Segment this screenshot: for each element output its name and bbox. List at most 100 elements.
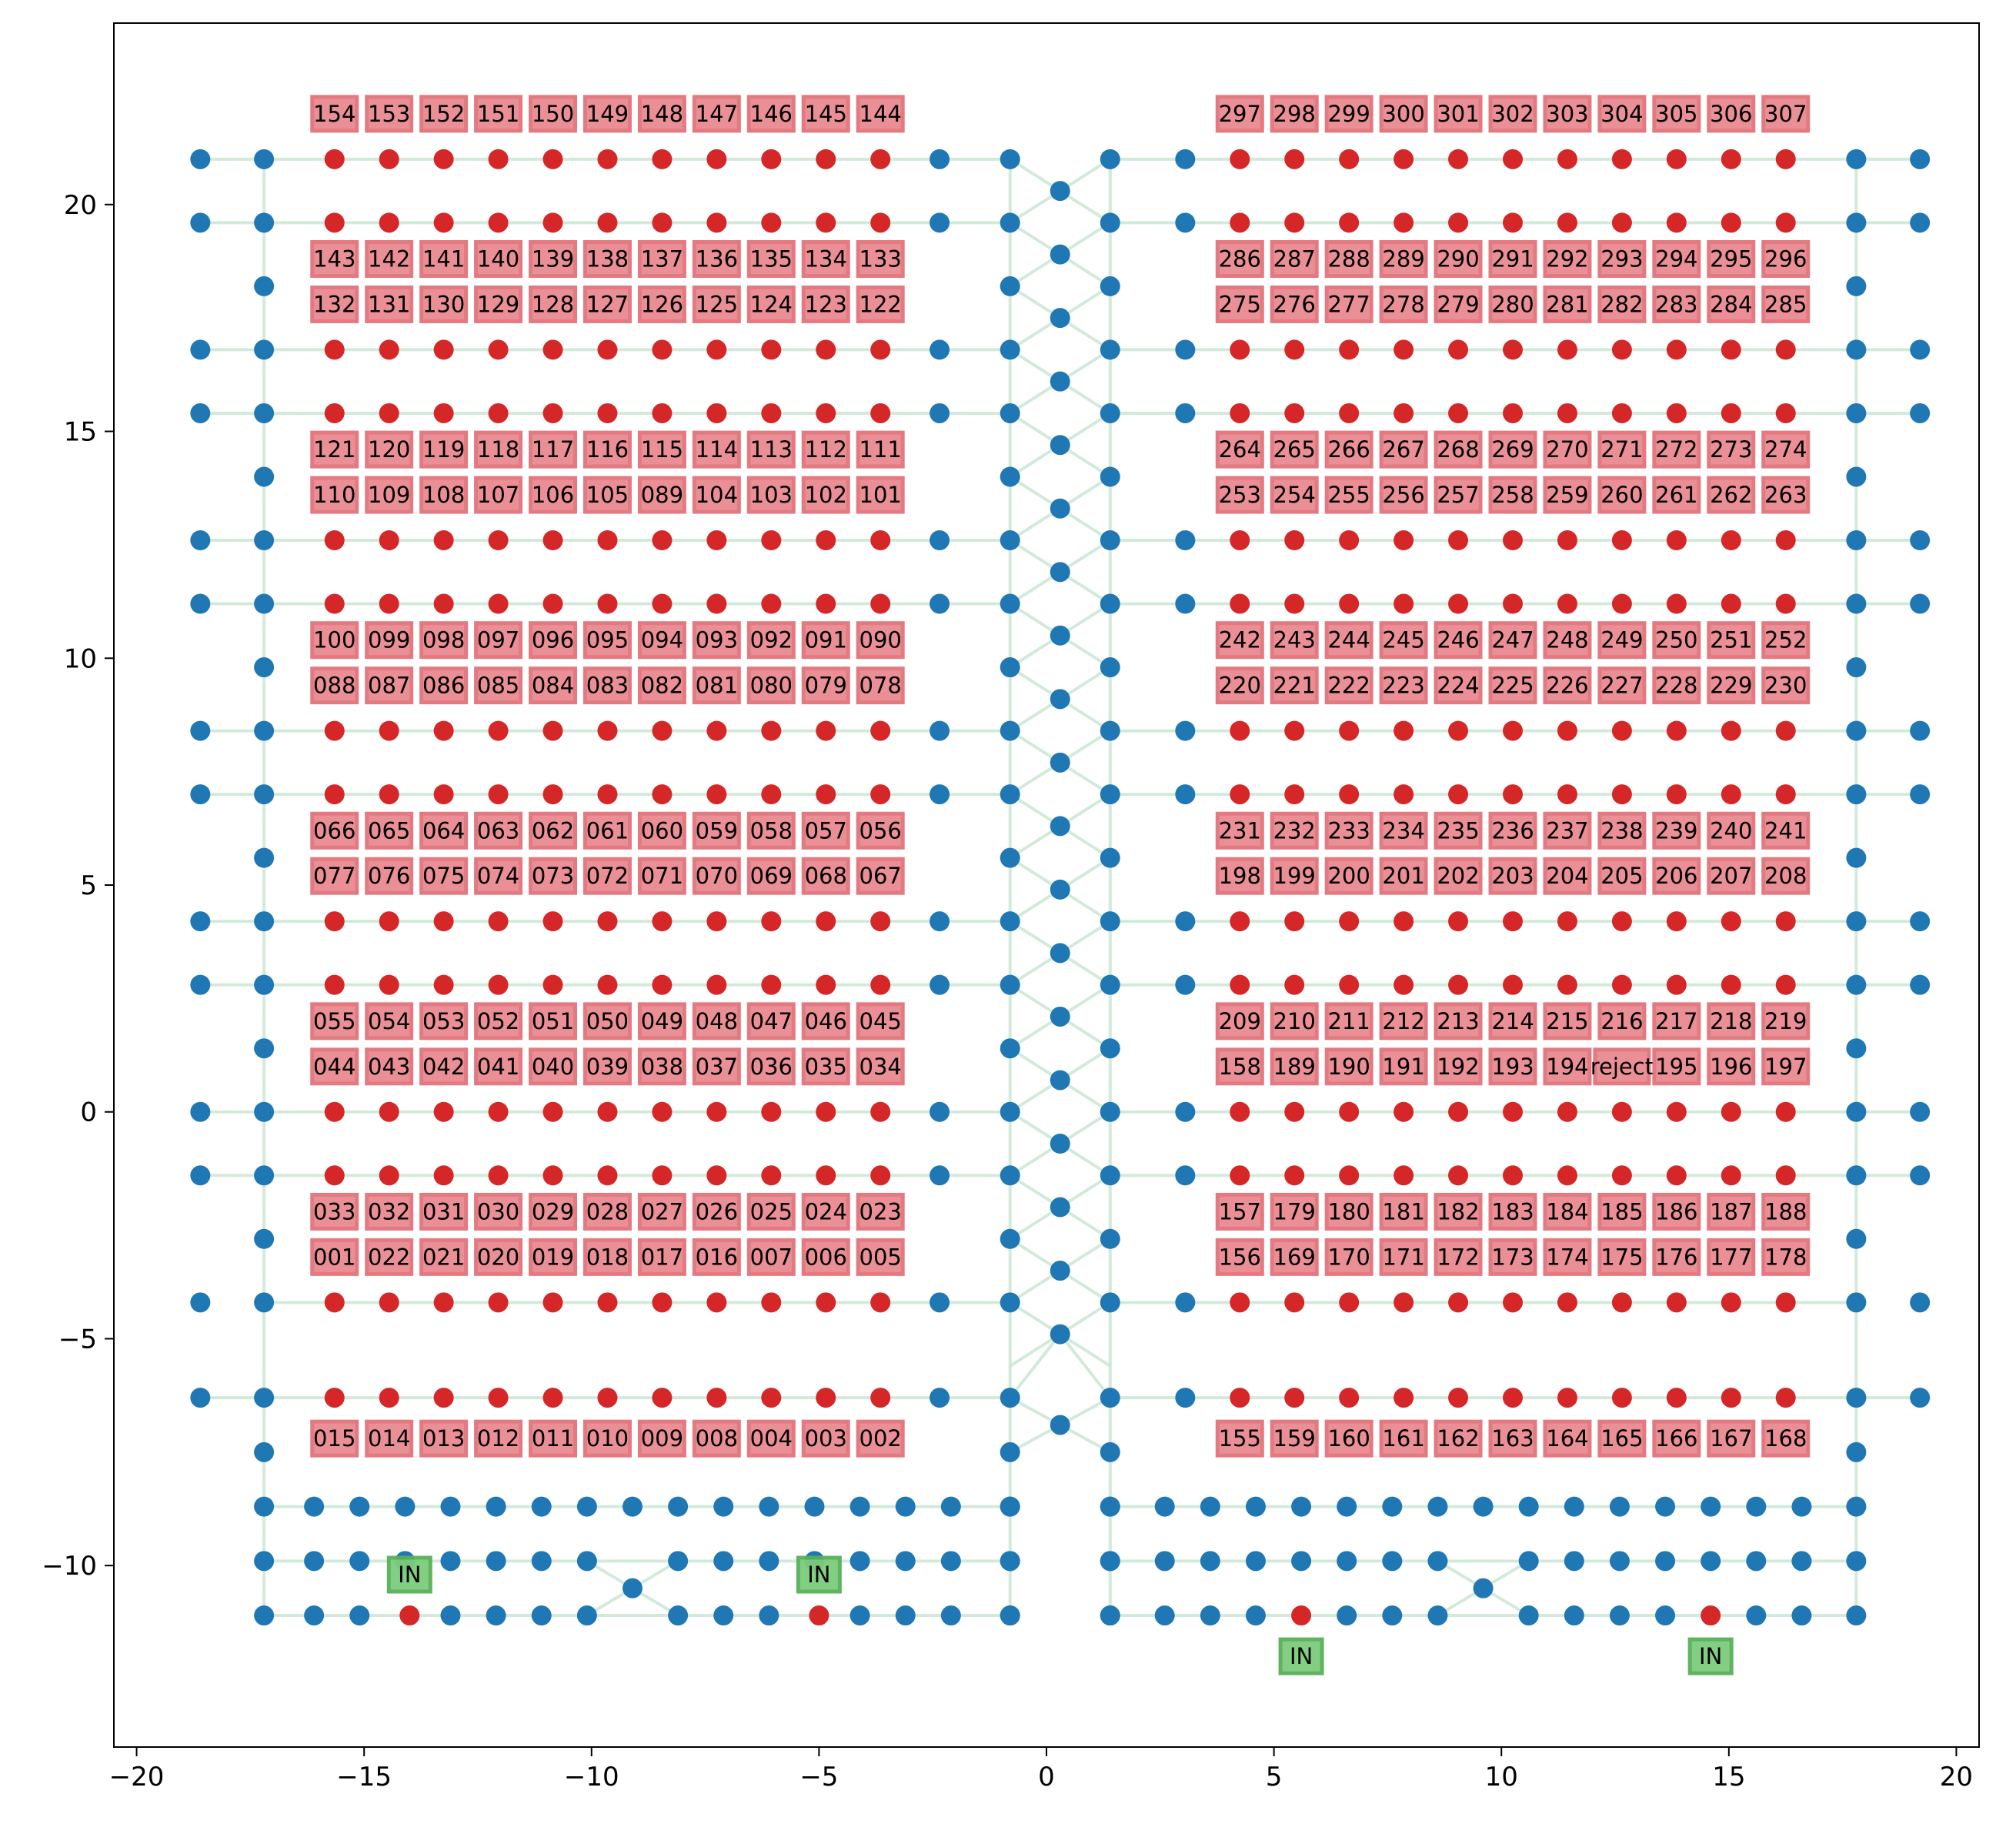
slot-label-box [1652,811,1701,850]
path-node [440,1551,461,1572]
slot-label-text: 234 [1382,817,1424,844]
path-node [1100,1101,1120,1122]
slot-point [1230,1388,1250,1408]
slot-point [1230,911,1250,932]
slot-label-box [1543,1047,1592,1086]
slot-label-box [474,1238,523,1276]
slot-point [1557,1388,1577,1408]
slot-label-text: 079 [805,673,847,699]
slot-label-box [1488,666,1537,705]
slot-label-text: 085 [477,673,519,699]
slot-point [324,149,345,169]
slot-label-text: 203 [1491,863,1534,889]
slot-label-text: 133 [859,246,902,272]
slot-label-box [801,285,850,323]
path-node [668,1551,689,1572]
slot-label-text: 138 [586,246,629,272]
slot-label-box [1215,1419,1264,1458]
slot-label-box [637,240,686,279]
path-node [759,1551,779,1572]
slot-label-text: 209 [1219,1008,1261,1034]
slot-label-text: 071 [641,863,683,889]
slot-label-box [1488,1419,1537,1458]
slot-point [1775,149,1796,169]
slot-point [1394,1165,1414,1186]
slot-label-box [474,285,523,323]
slot-point [1339,784,1360,805]
slot-point [1448,593,1469,614]
slot-label-box [637,476,686,514]
slot-point [433,593,454,614]
path-node [1100,1605,1120,1626]
slot-label-text: 032 [368,1198,410,1224]
slot-label-box [1761,811,1811,850]
slot-point [379,212,399,233]
path-node [1910,1292,1931,1313]
slot-label-box [1761,285,1811,323]
path-node [576,1496,597,1517]
slot-label-text: 081 [696,673,738,699]
slot-label-box [856,1002,905,1041]
slot-label-text: 019 [532,1244,574,1270]
slot-label-box [419,1238,469,1276]
slot-label-box [692,1192,741,1231]
path-node [1100,911,1120,932]
slot-label-box [365,811,414,850]
slot-label-box [1215,95,1264,133]
slot-label-box [801,666,850,705]
slot-label-text: 156 [1219,1244,1261,1270]
slot-label-box [692,240,741,279]
slot-labels: 154 153 152 151 150 149 148 147 146 145 144 143 142 1… [310,95,1811,1458]
slot-label-box [310,95,359,133]
path-node [930,339,950,360]
slot-point [488,1101,509,1122]
slot-point [1394,720,1414,741]
slot-label-box [1324,285,1373,323]
path-node [1910,339,1931,360]
path-node [1846,530,1867,550]
slot-point [1448,149,1469,169]
slot-label-text: 046 [805,1008,847,1034]
in-marker-box [796,1555,842,1594]
slot-label-text: 186 [1655,1198,1697,1224]
slot-point [1503,593,1523,614]
slot-label-text: 063 [477,817,519,844]
path-node [1050,625,1070,646]
slot-label-text: 125 [696,291,738,317]
path-node [1000,1101,1020,1122]
path-node [1175,530,1196,550]
path-node [254,339,275,360]
slot-point [1775,1292,1796,1313]
path-node [190,1165,211,1186]
slot-point [1394,784,1414,805]
slot-label-box [1761,1419,1811,1458]
path-node [1846,911,1867,932]
path-node [1175,1165,1196,1186]
path-node [440,1496,461,1517]
path-node [1746,1496,1767,1517]
slot-label-box [746,811,796,850]
path-node [1000,530,1020,550]
path-node [190,974,211,995]
slot-label-text: 101 [859,482,902,508]
slot-label-text: 282 [1600,291,1643,317]
slot-point [324,784,345,805]
path-node [254,593,275,614]
slot-point [706,339,727,360]
path-node [1154,1605,1175,1626]
path-node [1846,593,1867,614]
slot-point [1394,1101,1414,1122]
path-node [1609,1551,1630,1572]
slot-point [597,720,618,741]
slot-point [816,911,836,932]
slot-point [433,720,454,741]
slot-label-text: 188 [1764,1198,1807,1224]
slot-label-box [582,666,632,705]
slot-label-text: 054 [368,1008,410,1034]
slot-label-text: 010 [586,1425,629,1452]
path-node [1846,1165,1867,1186]
slot-point [1721,212,1741,233]
path-node [1846,847,1867,868]
slot-label-box [801,1192,850,1231]
slot-point [542,1292,563,1313]
